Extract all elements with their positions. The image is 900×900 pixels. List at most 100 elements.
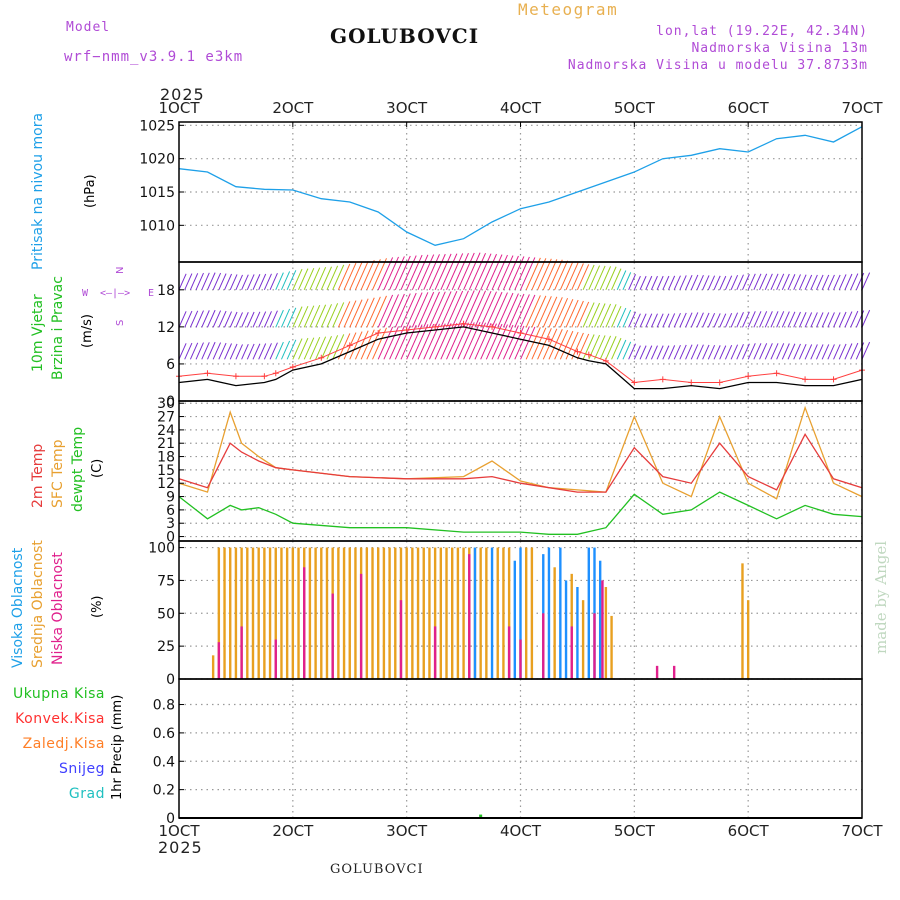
wind-barb: [275, 309, 284, 328]
wind-barb: [480, 291, 497, 328]
cloud-mid-bar: [314, 547, 317, 679]
wind-gust-marker: [830, 376, 837, 383]
wind-barb: [542, 328, 558, 360]
dewpoint-line: [178, 491, 863, 535]
wind-barb: [178, 273, 187, 291]
wind-barb: [548, 329, 563, 360]
wind-barb: [354, 330, 369, 360]
wind-gust-marker: [232, 373, 239, 380]
wind-gust-marker: [460, 320, 467, 327]
cloud-mid-bar: [388, 547, 391, 679]
model-elevation: Nadmorska Visina u modelu 37.8733m: [567, 58, 868, 73]
wind-barb: [485, 291, 503, 328]
wind-barb: [292, 268, 303, 291]
wind-barb: [582, 264, 595, 291]
y-tick-label: 24: [157, 423, 175, 439]
wind-barb: [315, 267, 327, 291]
model-name: wrf−nmm_v3.9.1 e3km: [64, 49, 244, 65]
wind-barb: [292, 306, 303, 328]
wind-barb: [286, 270, 297, 291]
time-tick-label-top: 4OCT: [500, 99, 542, 117]
wind-barb: [485, 254, 503, 291]
wind-barb: [798, 274, 807, 291]
wind-barb: [656, 345, 664, 360]
wind-barb: [685, 274, 693, 291]
wind-barb: [594, 265, 606, 291]
wind-barb: [189, 273, 199, 291]
wind-gust-marker: [318, 354, 325, 361]
time-tick-label-bottom: 4OCT: [500, 822, 542, 840]
y-tick-label: 0: [166, 811, 175, 827]
cloud-mid-bar: [246, 547, 249, 679]
wind-barb: [309, 267, 321, 291]
wind-barb: [821, 344, 830, 360]
wind-barb: [793, 311, 801, 328]
wind-barb: [827, 312, 835, 328]
cloud-low-bar: [593, 613, 596, 679]
y-tick-label: 75: [157, 573, 175, 589]
y-tick-label: 50: [157, 606, 175, 622]
wind-barb: [246, 274, 255, 291]
wind-barb: [685, 344, 693, 360]
cloud-low-bar: [519, 639, 522, 679]
cloud-mid-bar: [251, 547, 255, 679]
wind-barb: [628, 343, 637, 360]
wind-barb: [474, 253, 492, 291]
wind-barb: [286, 339, 297, 360]
wind-barb: [377, 326, 394, 360]
precip-bar: [479, 814, 483, 818]
cloud-mid-bar: [405, 547, 408, 679]
cloud-mid-bar: [462, 547, 465, 679]
cloud-mid-bar: [507, 547, 511, 679]
wind-barb: [810, 274, 818, 291]
wind-gust-marker: [688, 379, 695, 386]
wind-barb: [303, 305, 315, 328]
wind-barb: [776, 273, 785, 291]
wind-barb: [423, 254, 440, 291]
cloud-mid-bar: [479, 547, 482, 679]
time-tick-label-bottom: 1OCT: [159, 822, 201, 840]
cloud-mid-bar: [354, 547, 357, 679]
wind-barb: [269, 310, 278, 328]
wind-barb: [525, 257, 541, 291]
wind-barb: [468, 290, 487, 328]
wind-barb: [252, 274, 261, 291]
wind-barb: [747, 343, 756, 360]
wind-barb: [224, 311, 233, 328]
wind-barb: [776, 311, 785, 328]
wind-barb: [315, 304, 327, 328]
wind-barb: [520, 257, 536, 291]
cloud-low-bar: [507, 626, 511, 679]
wind-barb: [554, 298, 569, 328]
wind-barb: [861, 272, 871, 291]
wind-barb: [838, 274, 847, 291]
y-tick-label: 0: [166, 530, 175, 546]
wind-barb: [383, 326, 399, 360]
cloud-mid-bar: [502, 547, 505, 679]
cloud-mid-bar: [445, 547, 448, 679]
cloud-mid-bar: [530, 547, 534, 679]
wind-barb: [451, 252, 469, 291]
wind-barb: [736, 312, 744, 328]
cloud-high-bar: [559, 547, 562, 679]
wind-barb: [520, 326, 536, 360]
wind-barb: [474, 322, 492, 360]
wind-barb: [668, 275, 676, 291]
wind-barb: [662, 345, 670, 360]
y-tick-label: 0: [166, 672, 175, 688]
cloud-high-bar: [598, 560, 602, 679]
wind-barb: [599, 266, 612, 291]
wind-barb: [724, 275, 733, 291]
cloud-mid-bar: [337, 547, 340, 679]
wind-speed-line: [178, 326, 863, 390]
wind-barb: [776, 343, 785, 360]
cloud-mid-bar: [229, 547, 232, 679]
wind-barb: [838, 343, 847, 360]
wind-barb: [747, 273, 756, 291]
wind-gust-marker: [204, 370, 211, 377]
wind-barb: [446, 290, 464, 328]
wind-barb: [303, 337, 315, 360]
wind-barb: [696, 274, 704, 291]
cloud-mid-bar: [411, 547, 414, 679]
